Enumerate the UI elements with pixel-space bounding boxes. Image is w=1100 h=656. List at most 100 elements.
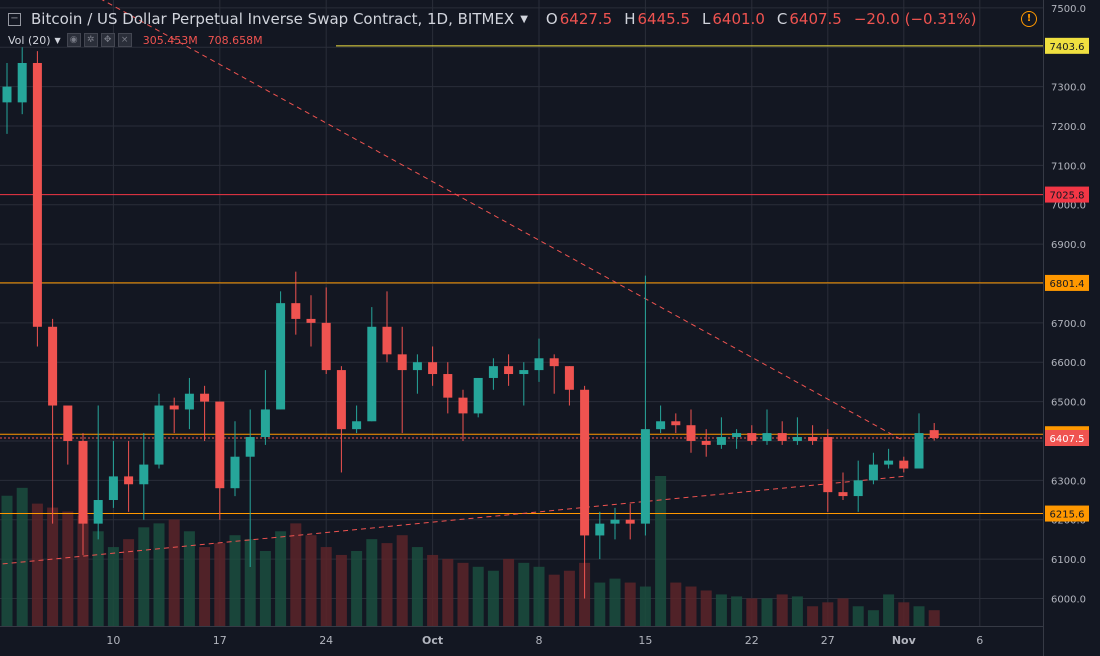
candle-body	[519, 370, 529, 375]
volume-bar	[731, 596, 743, 626]
volume-bar	[852, 606, 864, 626]
price-tick-label: 6100.0	[1051, 555, 1086, 566]
candle-body	[93, 500, 103, 524]
volume-bar	[47, 507, 59, 626]
volume-bar	[867, 610, 879, 626]
time-tick-label: Nov	[892, 634, 917, 647]
volume-bar	[822, 602, 834, 626]
candle-body	[777, 433, 787, 441]
volume-bar	[411, 547, 423, 626]
candle-body	[428, 362, 438, 375]
time-tick-label: 8	[536, 634, 543, 647]
caret-down-icon[interactable]: ▼	[520, 13, 528, 25]
price-label-text: 6215.6	[1050, 510, 1085, 521]
horizontal-lines[interactable]	[0, 45, 1043, 515]
volume-bar	[837, 598, 849, 626]
volume-bar	[639, 586, 651, 626]
time-axis[interactable]: 10 17 24 Oct 8 15 22 27 Nov 6	[106, 634, 983, 647]
volume-bar	[533, 566, 545, 626]
volume-bar	[244, 539, 256, 626]
time-tick-label: 10	[106, 634, 120, 647]
candle-body	[260, 409, 270, 438]
volume-bar	[928, 610, 940, 626]
volume-bar	[77, 515, 89, 626]
volume-bar	[761, 598, 773, 626]
low-value: 6401.0	[712, 10, 765, 28]
candle-body	[808, 437, 818, 441]
candle-body	[792, 437, 802, 441]
price-axis[interactable]: 6000.06100.06200.06300.06400.06500.06600…	[1044, 0, 1100, 656]
volume-bars	[1, 476, 940, 626]
time-tick-label: 15	[638, 634, 652, 647]
candle-body	[200, 393, 210, 402]
candle-body	[48, 326, 58, 406]
price-label-box	[1045, 186, 1089, 203]
volume-bar	[913, 606, 925, 626]
trendlines[interactable]	[0, 0, 905, 571]
candle-body	[823, 437, 833, 493]
volume-bar	[670, 582, 682, 626]
price-label-box	[1045, 505, 1089, 522]
trendline	[101, 0, 905, 442]
caret-down-icon[interactable]: ▼	[54, 35, 61, 45]
price-label-box	[1045, 37, 1089, 54]
time-tick-label: 17	[213, 634, 227, 647]
volume-bar	[290, 523, 302, 626]
volume-label[interactable]: Vol (20)	[8, 33, 51, 47]
candle-body	[884, 460, 894, 465]
candles	[2, 47, 939, 599]
candle-body	[640, 429, 650, 524]
candle-body	[184, 393, 194, 410]
volume-bar	[107, 547, 119, 626]
candle-body	[747, 433, 757, 441]
candle-body	[686, 425, 696, 441]
candle-body	[762, 433, 772, 441]
price-tick-label: 7500.0	[1051, 4, 1086, 15]
candle-body	[458, 397, 468, 414]
price-label-text: 7025.8	[1050, 191, 1085, 202]
price-label-box	[1045, 274, 1089, 291]
candle-body	[63, 405, 73, 441]
alert-icon[interactable]: !	[1021, 11, 1037, 27]
candle-body	[656, 421, 666, 430]
price-tick-label: 7000.0	[1051, 201, 1086, 212]
candle-body	[899, 460, 909, 469]
settings-icon[interactable]: ✲	[83, 33, 98, 47]
close-value: 6407.5	[789, 10, 842, 28]
volume-bar	[320, 547, 332, 626]
volume-bar	[807, 606, 819, 626]
volume-bar	[183, 531, 195, 626]
candle-body	[595, 523, 605, 536]
volume-bar	[275, 531, 287, 626]
price-tick-label: 6900.0	[1051, 240, 1086, 251]
candle-body	[397, 354, 407, 371]
symbol-title[interactable]: Bitcoin / US Dollar Perpetual Inverse Sw…	[31, 10, 515, 28]
volume-bar	[396, 535, 408, 626]
eye-icon[interactable]: ◉	[66, 33, 81, 47]
candle-body	[838, 492, 848, 497]
close-icon[interactable]: ×	[117, 33, 132, 47]
volume-legend: Vol (20) ▼ ◉ ✲ ✥ × 305.453M 708.658M	[8, 33, 263, 47]
candle-body	[671, 421, 681, 426]
price-tick-label: 6600.0	[1051, 358, 1086, 369]
candle-body	[169, 405, 179, 410]
volume-bar	[168, 519, 180, 626]
price-label-text: 7403.6	[1050, 42, 1085, 53]
candle-body	[367, 326, 377, 422]
time-tick-label: Oct	[422, 634, 443, 647]
candle-body	[701, 440, 711, 445]
volume-bar	[1, 495, 13, 626]
move-icon[interactable]: ✥	[100, 33, 115, 47]
high-value: 6445.5	[637, 10, 691, 28]
change-value: −20.0 (−0.31%)	[853, 10, 977, 28]
volume-bar	[791, 596, 803, 626]
last-price-text: 6407.5	[1050, 434, 1085, 445]
minus-box-icon[interactable]: −	[8, 12, 21, 26]
volume-bar	[594, 582, 606, 626]
volume-bar	[214, 543, 226, 626]
volume-bar	[259, 551, 271, 626]
last-price-box	[1045, 430, 1089, 447]
candle-body	[321, 322, 331, 371]
close-label: C	[776, 10, 788, 28]
